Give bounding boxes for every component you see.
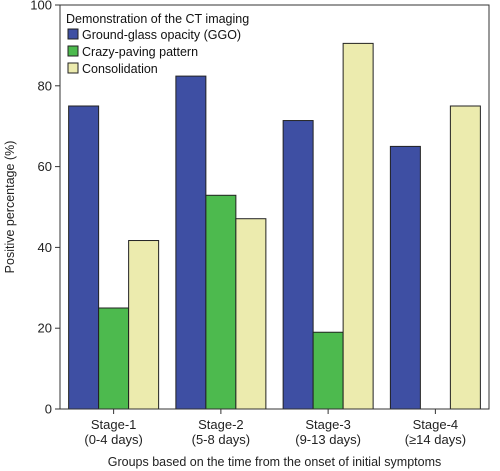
bar: [235, 218, 267, 410]
legend-swatch: [67, 62, 79, 74]
y-tick-label: 0: [45, 402, 52, 417]
bars-group: [68, 42, 481, 410]
x-tick-label: (≥14 days): [405, 432, 466, 447]
y-tick-label: 80: [38, 78, 52, 93]
x-tick-label: Stage-4: [413, 417, 459, 432]
legend-swatch: [67, 45, 79, 57]
bar: [312, 331, 344, 410]
bar: [205, 194, 237, 410]
legend-label: Ground-glass opacity (GGO): [82, 28, 241, 42]
y-tick-label: 100: [30, 0, 52, 13]
legend-swatch: [67, 28, 79, 40]
x-axis-title: Groups based on the time from the onset …: [108, 455, 442, 469]
legend-label: Consolidation: [82, 62, 158, 76]
legend-title: Demonstration of the CT imaging: [66, 12, 249, 26]
y-axis-title: Positive percentage (%): [3, 141, 17, 274]
bar: [449, 105, 481, 410]
y-tick-label: 60: [38, 159, 52, 174]
x-tick-label: Stage-1: [91, 417, 137, 432]
bar: [175, 75, 207, 410]
plot-frame: [59, 4, 490, 410]
y-tick-label: 20: [38, 321, 52, 336]
bar: [98, 307, 130, 410]
legend: Demonstration of the CT imaging Ground-g…: [66, 12, 249, 76]
bar: [342, 42, 374, 410]
x-tick-label: (0-4 days): [84, 432, 143, 447]
x-tick-label: (5-8 days): [192, 432, 251, 447]
bar: [128, 240, 160, 410]
y-tick-label: 40: [38, 240, 52, 255]
y-axis: 0 20 40 60 80 100: [30, 0, 60, 417]
x-tick-label: Stage-2: [198, 417, 244, 432]
legend-label: Crazy-paving pattern: [82, 45, 198, 59]
bar: [282, 120, 314, 410]
bar: [389, 145, 421, 410]
bar: [68, 105, 100, 410]
x-axis: Stage-1(0-4 days) Stage-2(5-8 days) Stage-…: [84, 409, 466, 447]
x-tick-label: Stage-3: [305, 417, 351, 432]
x-tick-label: (9-13 days): [295, 432, 361, 447]
